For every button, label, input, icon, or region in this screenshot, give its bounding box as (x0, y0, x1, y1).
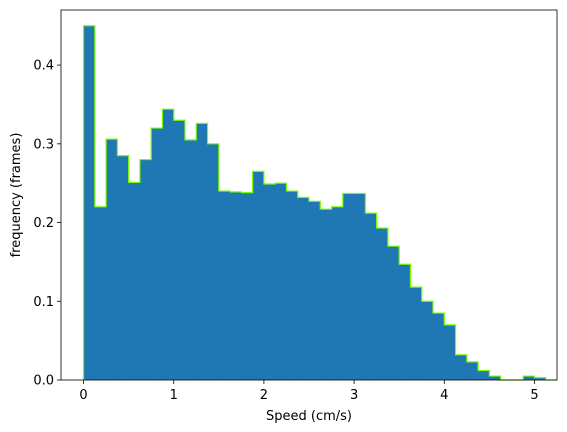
y-tick-label: 0.1 (33, 295, 54, 310)
histogram-bar (196, 123, 208, 381)
histogram-bar (376, 228, 389, 380)
histogram-bar (106, 139, 118, 380)
histogram-bar (433, 313, 445, 380)
histogram-bar (230, 191, 242, 380)
x-tick-label: 4 (440, 388, 448, 403)
histogram-bar (162, 109, 175, 380)
histogram-bar (399, 264, 411, 380)
histogram-bar (241, 192, 254, 380)
x-tick-label: 5 (530, 388, 538, 403)
histogram-bar (94, 206, 107, 380)
histogram-bar (478, 370, 490, 380)
histogram-bar (410, 287, 423, 380)
bars (83, 25, 547, 381)
histogram-bar (151, 128, 163, 380)
histogram-bar (523, 376, 535, 380)
histogram-bar (185, 139, 197, 380)
histogram-bar (218, 191, 231, 380)
y-axis-label: frequency (frames) (9, 133, 24, 258)
histogram-bar (139, 159, 152, 380)
y-tick-label: 0.4 (33, 59, 54, 74)
histogram-bar (309, 201, 321, 380)
histogram-bar (534, 377, 547, 380)
x-tick-label: 1 (170, 388, 178, 403)
histogram-bar (387, 246, 400, 380)
x-tick-label: 0 (79, 388, 87, 403)
histogram-bar (354, 193, 366, 380)
histogram-bar (128, 182, 141, 380)
histogram-bar (83, 25, 96, 380)
y-tick-label: 0.3 (33, 137, 54, 152)
x-axis: 0 1 2 3 4 5 (79, 380, 539, 403)
histogram-bar (342, 193, 355, 380)
histogram-bar (421, 301, 434, 380)
x-tick-label: 3 (350, 388, 358, 403)
histogram-bar (275, 183, 287, 380)
histogram-outline (82, 25, 557, 381)
histogram-bar (297, 197, 310, 380)
x-tick-label: 2 (260, 388, 268, 403)
histogram-bar (444, 324, 456, 380)
histogram-bar (173, 120, 186, 380)
histogram-bar (207, 143, 220, 380)
y-tick-label: 0.0 (33, 374, 54, 389)
histogram-bar (489, 376, 502, 380)
x-axis-label: Speed (cm/s) (266, 409, 352, 424)
histogram-bar (117, 155, 130, 380)
histogram-bar (320, 209, 332, 380)
histogram-bar (263, 183, 276, 380)
histogram-bar (286, 191, 299, 380)
y-tick-label: 0.2 (33, 216, 54, 231)
histogram-bar (331, 206, 344, 380)
plot-frame (60, 9, 558, 381)
histogram-bar (466, 361, 479, 380)
histogram-bar (252, 171, 265, 380)
y-axis: 0.0 0.1 0.2 0.3 0.4 (33, 59, 61, 389)
histogram-bar (365, 213, 378, 380)
histogram-bar (455, 354, 468, 380)
